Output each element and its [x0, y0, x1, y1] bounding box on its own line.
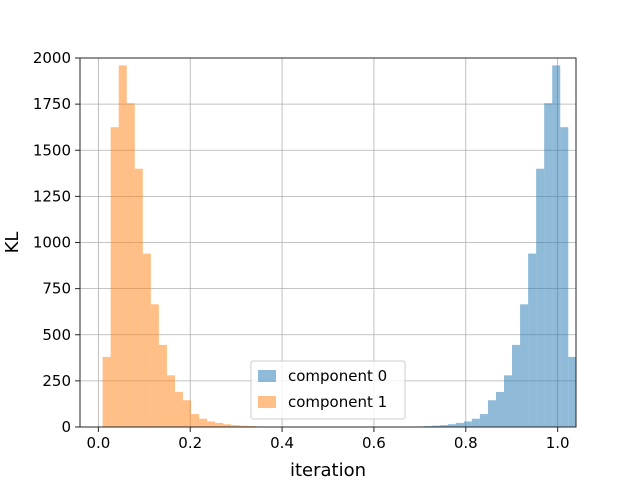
- histogram-bar-component-1: [191, 414, 200, 427]
- histogram-bar-component-0: [439, 425, 448, 427]
- y-tick-label: 1750: [33, 95, 71, 113]
- legend-label-component-0: component 0: [288, 367, 387, 385]
- histogram-bar-component-1: [102, 356, 111, 427]
- histogram-bars: [102, 65, 577, 427]
- x-tick-label: 0.0: [86, 434, 110, 452]
- histogram-bar-component-1: [126, 103, 135, 427]
- axis-ticks: 0.0 0.2 0.4 0.6 0.8 1.0 0 250 500 750 1000 1250 1500…: [33, 49, 570, 452]
- histogram-bar-component-1: [207, 421, 216, 427]
- x-tick-label: 0.6: [362, 434, 386, 452]
- histogram-bar-component-0: [528, 253, 537, 427]
- histogram-bar-component-0: [503, 375, 513, 427]
- histogram-bar-component-0: [560, 127, 569, 427]
- histogram-bar-component-0: [447, 424, 456, 427]
- histogram-bar-component-0: [463, 421, 472, 427]
- legend-swatch-component-0: [258, 370, 276, 382]
- histogram-bar-component-1: [150, 304, 159, 427]
- x-tick-label: 0.4: [270, 434, 294, 452]
- histogram-bar-component-1: [215, 422, 224, 427]
- histogram-bar-component-1: [183, 400, 192, 427]
- legend-label-component-1: component 1: [288, 393, 387, 411]
- histogram-bar-component-1: [118, 65, 127, 427]
- x-tick-label: 1.0: [546, 434, 570, 452]
- y-tick-label: 1500: [33, 141, 71, 159]
- histogram-bar-component-0: [544, 103, 553, 427]
- histogram-bar-component-1: [158, 344, 167, 427]
- histogram-bar-component-0: [552, 65, 561, 427]
- legend-swatch-component-1: [258, 396, 276, 408]
- y-tick-label: 500: [42, 326, 71, 344]
- histogram-bar-component-0: [520, 304, 529, 427]
- y-axis-label: KL: [2, 232, 23, 254]
- x-tick-label: 0.2: [178, 434, 202, 452]
- histogram-bar-component-0: [512, 344, 521, 427]
- histogram-bar-component-1: [142, 253, 151, 427]
- histogram-bar-component-0: [455, 422, 464, 427]
- histogram-bar-component-1: [199, 418, 208, 427]
- histogram-bar-component-1: [223, 424, 232, 427]
- histogram-bar-component-0: [487, 400, 496, 427]
- legend-box: [250, 360, 406, 420]
- y-tick-label: 0: [61, 418, 71, 436]
- histogram-bar-component-0: [479, 414, 488, 427]
- histogram-bar-component-0: [471, 418, 480, 427]
- histogram-bar-component-0: [431, 425, 440, 427]
- x-axis-label: iteration: [290, 460, 366, 480]
- y-tick-label: 1250: [33, 187, 71, 205]
- y-tick-label: 1000: [33, 234, 71, 252]
- y-tick-label: 2000: [33, 49, 71, 67]
- y-tick-label: 750: [42, 280, 71, 298]
- histogram-bar-component-1: [239, 425, 248, 427]
- histogram-bar-component-0: [568, 356, 577, 427]
- histogram-bar-component-1: [134, 168, 143, 427]
- histogram-bar-component-1: [231, 425, 240, 427]
- legend: component 0 component 1: [250, 360, 406, 420]
- x-tick-label: 0.8: [454, 434, 478, 452]
- y-tick-label: 250: [42, 372, 71, 390]
- histogram-bar-component-0: [536, 168, 545, 427]
- histogram-bar-component-1: [174, 391, 184, 427]
- histogram-bar-component-1: [110, 127, 119, 427]
- histogram-bar-component-1: [166, 375, 175, 427]
- histogram-bar-component-0: [495, 391, 504, 427]
